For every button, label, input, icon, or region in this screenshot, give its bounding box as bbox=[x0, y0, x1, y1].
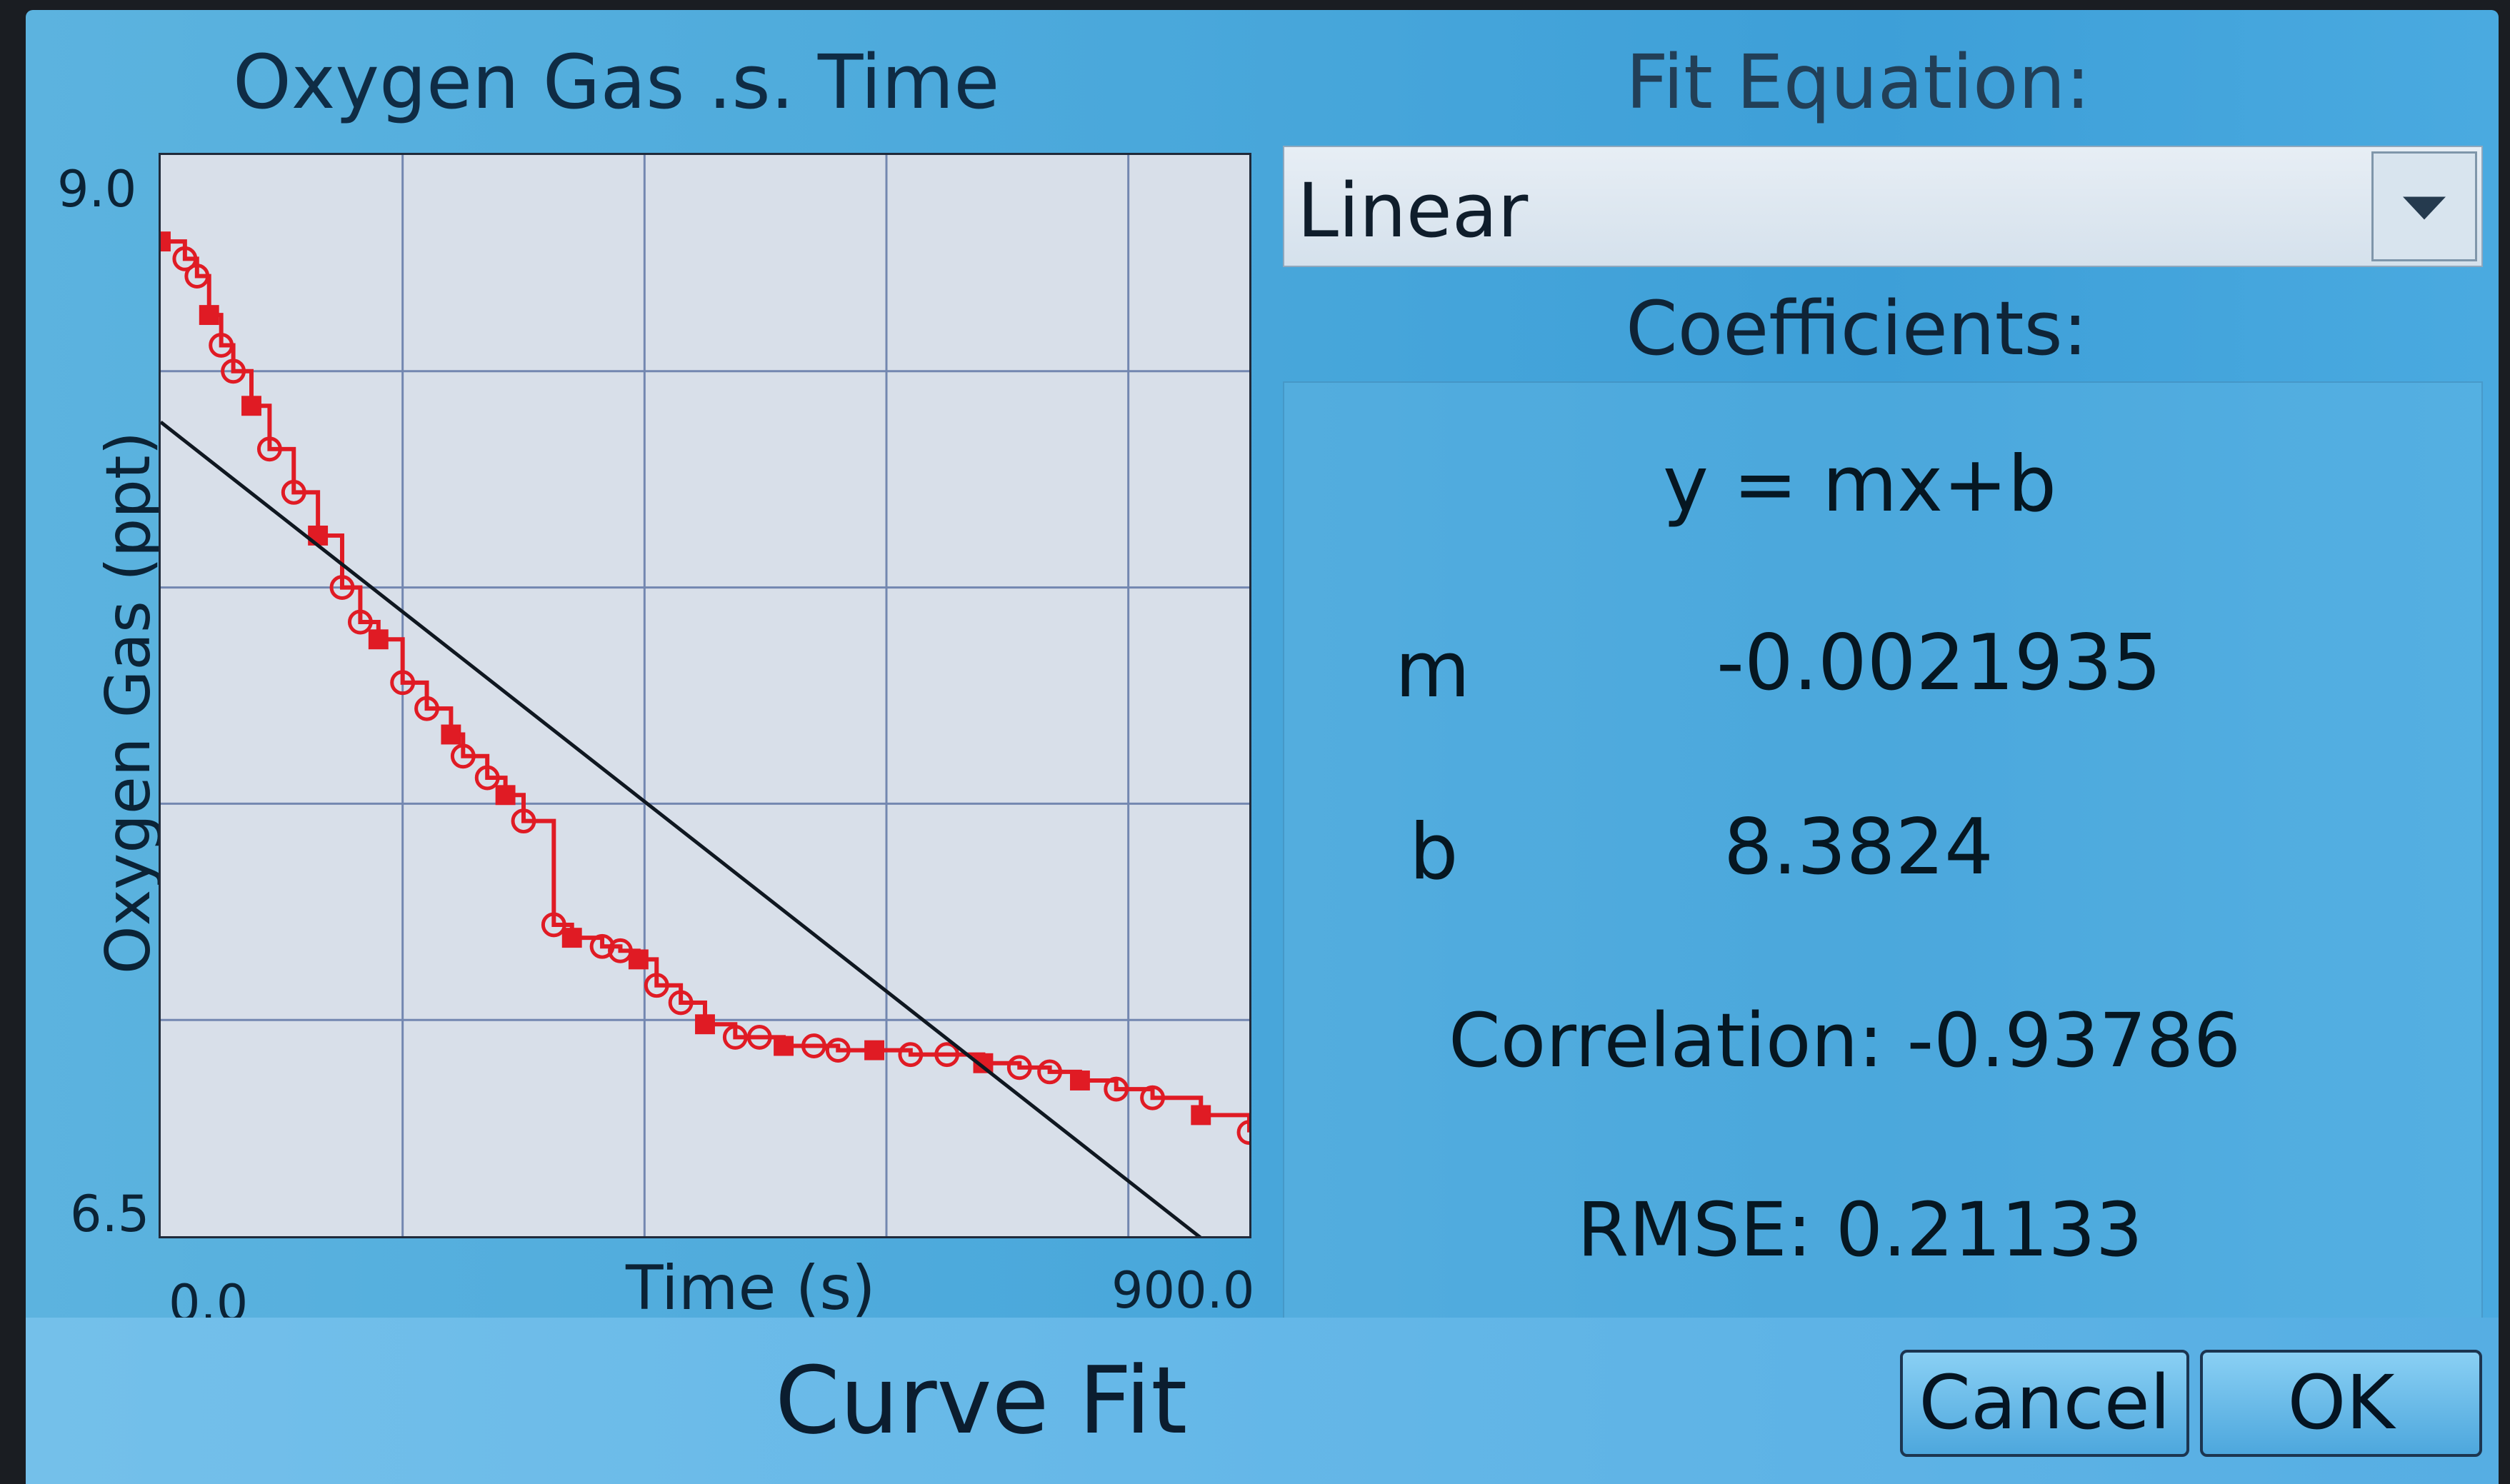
data-point-marker bbox=[347, 609, 373, 635]
fit-equation-title: Fit Equation: bbox=[1626, 39, 2091, 126]
data-point-marker bbox=[390, 670, 416, 696]
dropdown-arrow-icon[interactable] bbox=[2371, 151, 2477, 261]
data-point-marker bbox=[934, 1042, 960, 1068]
dialog-title: Curve Fit bbox=[775, 1346, 1188, 1455]
y-min-label: 6.5 bbox=[70, 1185, 150, 1243]
data-point-marker bbox=[281, 479, 306, 505]
data-point-marker bbox=[1104, 1076, 1129, 1102]
coefficient-m-label: m bbox=[1395, 626, 1471, 715]
data-point-marker bbox=[589, 933, 615, 959]
data-point-marker bbox=[199, 305, 219, 326]
correlation-readout: Correlation: -0.93786 bbox=[1449, 997, 2241, 1084]
cancel-button[interactable]: Cancel bbox=[1900, 1350, 2189, 1457]
data-point-marker bbox=[825, 1038, 851, 1063]
x-max-label: 900.0 bbox=[1111, 1261, 1255, 1320]
data-point-marker bbox=[256, 436, 282, 462]
data-point-marker bbox=[668, 990, 694, 1016]
coefficient-b-value: 8.3824 bbox=[1724, 803, 1994, 892]
coefficient-b-label: b bbox=[1409, 808, 1459, 897]
data-point-marker bbox=[474, 765, 500, 791]
data-point-marker bbox=[209, 333, 234, 358]
data-series-line bbox=[161, 239, 1249, 1133]
data-point-marker bbox=[628, 949, 649, 970]
data-point-marker bbox=[221, 359, 246, 384]
data-point-marker bbox=[495, 785, 516, 806]
plot-title: Oxygen Gas .s. Time bbox=[233, 39, 1000, 126]
data-point-marker bbox=[241, 396, 261, 416]
data-point-marker bbox=[450, 743, 476, 769]
data-point-marker bbox=[1236, 1120, 1249, 1145]
data-point-marker bbox=[561, 928, 582, 948]
oxygen-time-chart bbox=[161, 155, 1249, 1236]
fit-equation-formula: y = mx+b bbox=[1663, 440, 2057, 529]
fit-equation-value: Linear bbox=[1297, 167, 1529, 254]
data-point-marker bbox=[774, 1036, 794, 1056]
data-point-marker bbox=[1140, 1085, 1165, 1111]
data-point-marker bbox=[722, 1024, 748, 1050]
plot-area[interactable] bbox=[159, 153, 1251, 1238]
data-point-marker bbox=[1037, 1059, 1063, 1085]
data-point-marker bbox=[511, 808, 536, 834]
data-point-marker bbox=[541, 912, 566, 938]
data-point-marker bbox=[441, 724, 461, 745]
linear-fit-line bbox=[161, 421, 1202, 1236]
coefficient-m-value: -0.0021935 bbox=[1716, 618, 2162, 708]
rmse-readout: RMSE: 0.21133 bbox=[1577, 1186, 2143, 1273]
fit-equation-select[interactable]: Linear bbox=[1283, 146, 2483, 267]
ok-button[interactable]: OK bbox=[2200, 1350, 2482, 1457]
curve-fit-screen: Oxygen Gas .s. Time Fit Equation: 9.0 6.… bbox=[26, 10, 2499, 1484]
data-point-marker bbox=[801, 1033, 826, 1058]
data-point-marker bbox=[1069, 1071, 1090, 1091]
data-point-marker bbox=[746, 1024, 772, 1050]
data-point-marker bbox=[1006, 1055, 1032, 1081]
data-point-marker bbox=[161, 231, 171, 252]
data-point-marker bbox=[644, 973, 669, 998]
data-point-marker bbox=[184, 264, 210, 289]
data-point-marker bbox=[172, 246, 198, 271]
coefficients-panel: y = mx+b m -0.0021935 b 8.3824 Correlati… bbox=[1283, 381, 2483, 1324]
data-point-marker bbox=[308, 525, 329, 546]
data-point-marker bbox=[864, 1040, 885, 1061]
x-axis-label: Time (s) bbox=[626, 1253, 876, 1324]
data-point-marker bbox=[695, 1014, 715, 1035]
data-point-marker bbox=[329, 575, 355, 601]
data-point-marker bbox=[414, 696, 439, 721]
data-point-marker bbox=[368, 629, 389, 650]
y-axis-label: Oxygen Gas (ppt) bbox=[93, 431, 164, 975]
data-point-marker bbox=[1191, 1105, 1211, 1125]
y-max-label: 9.0 bbox=[57, 160, 137, 219]
coefficients-title: Coefficients: bbox=[1626, 285, 2088, 372]
data-point-marker bbox=[898, 1042, 924, 1068]
